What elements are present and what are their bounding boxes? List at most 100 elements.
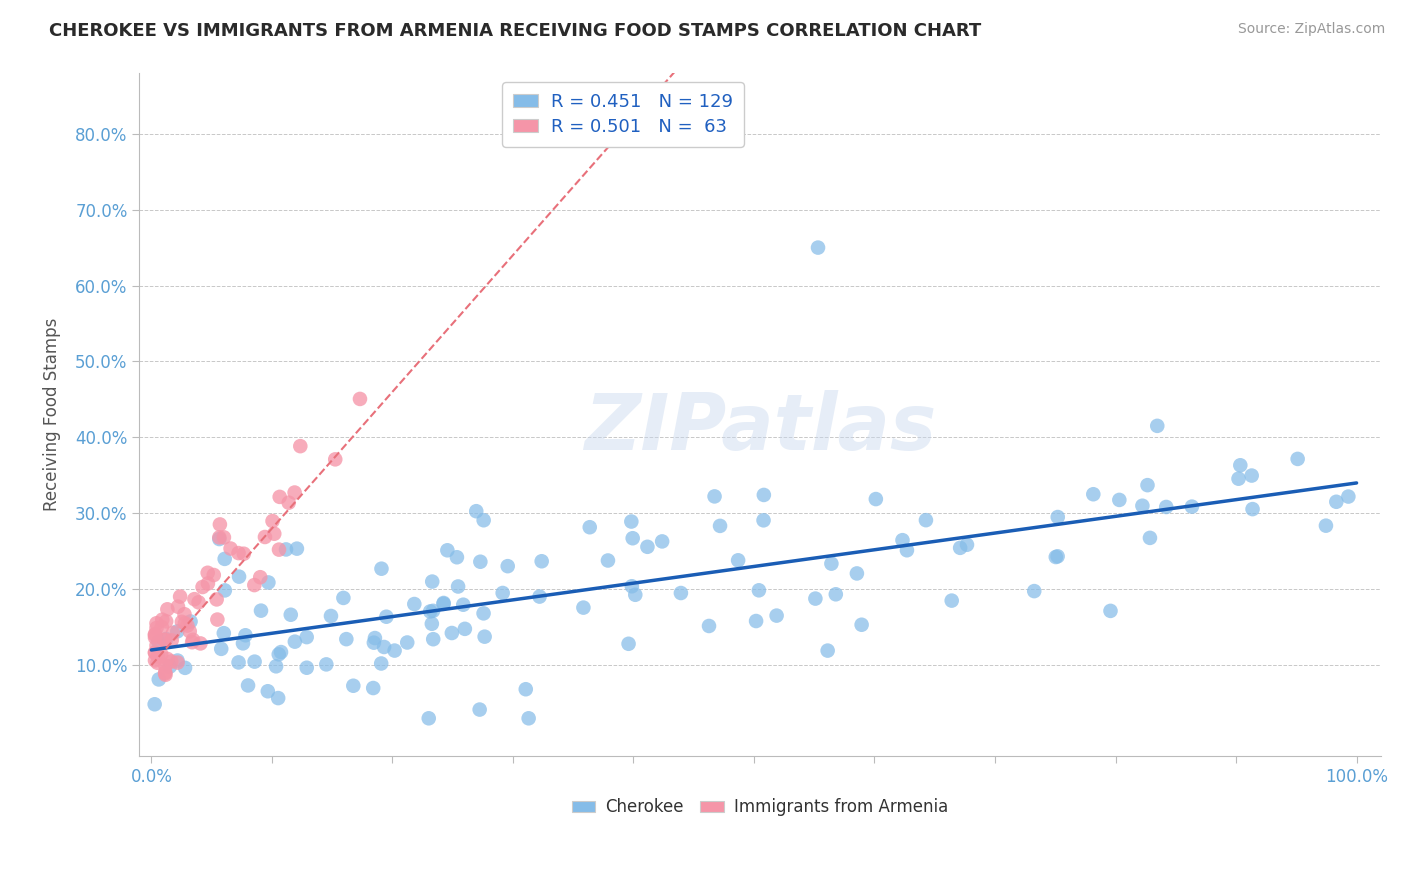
Point xyxy=(207,613,229,627)
Point xyxy=(176,618,198,632)
Point xyxy=(432,597,454,611)
Legend: Cherokee, Immigrants from Armenia: Cherokee, Immigrants from Armenia xyxy=(565,792,955,823)
Point xyxy=(197,576,219,591)
Point xyxy=(370,562,392,576)
Point xyxy=(319,609,342,624)
Point xyxy=(363,635,385,649)
Point xyxy=(440,626,463,640)
Point xyxy=(1286,451,1309,466)
Point xyxy=(146,656,169,670)
Point xyxy=(1046,549,1069,564)
Point xyxy=(267,542,290,557)
Point xyxy=(174,616,197,631)
Point xyxy=(323,452,346,467)
Point xyxy=(817,643,839,657)
Point xyxy=(697,619,720,633)
Point xyxy=(636,540,658,554)
Point xyxy=(419,604,441,618)
Point xyxy=(1132,499,1154,513)
Point xyxy=(1181,500,1204,514)
Point xyxy=(470,555,492,569)
Point xyxy=(264,659,287,673)
Point xyxy=(851,617,873,632)
Point xyxy=(145,621,167,635)
Point xyxy=(284,634,307,648)
Point xyxy=(1324,495,1347,509)
Point xyxy=(454,622,477,636)
Point xyxy=(250,604,273,618)
Point xyxy=(472,513,495,527)
Point xyxy=(243,655,266,669)
Point xyxy=(236,678,259,692)
Point xyxy=(342,679,364,693)
Point xyxy=(669,586,692,600)
Point xyxy=(1083,487,1105,501)
Point xyxy=(896,543,918,558)
Point xyxy=(820,557,842,571)
Point xyxy=(530,554,553,568)
Point xyxy=(274,542,297,557)
Point xyxy=(166,653,188,667)
Point xyxy=(845,566,868,581)
Point xyxy=(228,569,250,583)
Point xyxy=(422,632,444,647)
Point xyxy=(420,616,443,631)
Point xyxy=(153,666,176,681)
Point xyxy=(335,632,357,647)
Point xyxy=(150,613,173,627)
Point xyxy=(269,490,291,504)
Point xyxy=(228,656,250,670)
Point xyxy=(166,624,188,639)
Point xyxy=(956,538,979,552)
Text: CHEROKEE VS IMMIGRANTS FROM ARMENIA RECEIVING FOOD STAMPS CORRELATION CHART: CHEROKEE VS IMMIGRANTS FROM ARMENIA RECE… xyxy=(49,22,981,40)
Point xyxy=(745,614,768,628)
Point xyxy=(1240,468,1263,483)
Point xyxy=(169,590,191,604)
Point xyxy=(146,649,169,664)
Point xyxy=(263,526,285,541)
Point xyxy=(349,392,371,406)
Point xyxy=(160,633,183,648)
Point xyxy=(143,653,166,667)
Point xyxy=(262,514,284,528)
Point xyxy=(517,711,540,725)
Point xyxy=(332,591,354,605)
Point xyxy=(824,587,846,601)
Point xyxy=(765,608,787,623)
Point xyxy=(214,583,236,598)
Point xyxy=(624,588,647,602)
Point xyxy=(143,646,166,660)
Text: ZIPatlas: ZIPatlas xyxy=(583,391,936,467)
Point xyxy=(143,698,166,712)
Point xyxy=(915,513,938,527)
Point xyxy=(284,485,307,500)
Point xyxy=(447,579,470,593)
Point xyxy=(1229,458,1251,473)
Point xyxy=(202,568,225,582)
Point xyxy=(155,615,177,629)
Point xyxy=(572,600,595,615)
Point xyxy=(153,632,176,647)
Point xyxy=(807,241,830,255)
Point xyxy=(205,592,228,607)
Point xyxy=(804,591,827,606)
Point xyxy=(228,546,250,560)
Point xyxy=(941,593,963,607)
Point xyxy=(384,643,406,657)
Point xyxy=(315,657,337,672)
Point xyxy=(865,491,887,506)
Point xyxy=(474,630,496,644)
Point xyxy=(190,636,212,650)
Point xyxy=(752,488,775,502)
Point xyxy=(212,626,235,640)
Point xyxy=(418,711,440,725)
Point xyxy=(155,665,177,680)
Point xyxy=(1046,510,1069,524)
Point xyxy=(285,541,308,556)
Point xyxy=(166,656,188,670)
Point xyxy=(162,625,184,640)
Point xyxy=(150,647,173,661)
Point xyxy=(148,673,170,687)
Point xyxy=(621,531,644,545)
Point xyxy=(620,579,643,593)
